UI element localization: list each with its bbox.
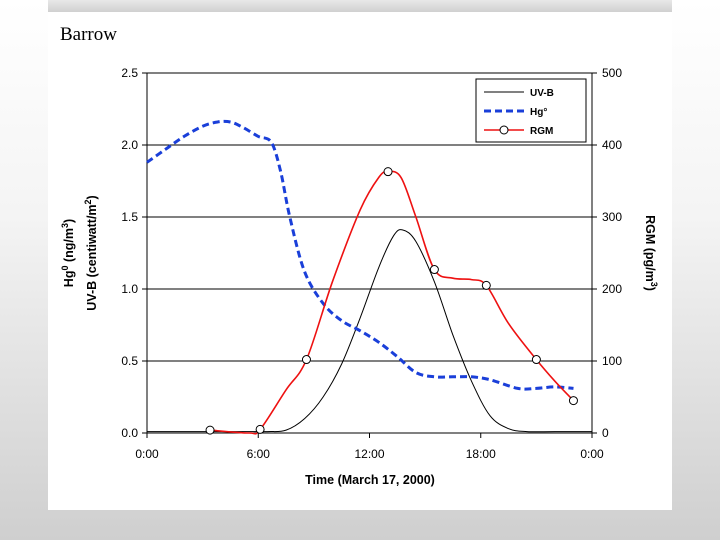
right-axis-ticks: 0 100 200 300 400 500 [592,66,622,440]
right-tick-label: 0 [602,426,609,440]
x-axis-ticks: 0:00 6:00 12:00 18:00 0:00 [135,433,604,461]
series-uvb-line [147,229,592,433]
x-tick-label: 12:00 [354,447,384,461]
left-axis-ticks: 0.0 0.5 1.0 1.5 2.0 2.5 [121,66,147,440]
rgm-data-point [429,265,439,275]
legend-label-uvb: UV-B [530,88,554,99]
left-tick-label: 0.0 [121,426,138,440]
left-axis-title-line1: Hg0 (ng/m3) [60,219,76,287]
slide-top-bar [48,0,672,12]
series-layer [146,119,592,435]
rgm-data-point [383,167,393,177]
right-tick-label: 400 [602,138,622,152]
rgm-data-point [481,280,491,290]
rgm-data-point [531,355,541,365]
series-rgm-line [209,170,575,435]
right-tick-label: 200 [602,282,622,296]
left-tick-label: 2.0 [121,138,138,152]
left-tick-label: 2.5 [121,66,138,80]
legend-label-rgm: RGM [530,126,553,137]
right-tick-label: 300 [602,210,622,224]
legend-label-hg: Hg° [530,107,547,118]
right-tick-label: 100 [602,354,622,368]
rgm-data-point [205,425,215,435]
legend-box [475,78,587,143]
series-hg-line [146,119,574,391]
left-tick-label: 1.5 [121,210,138,224]
slide-title: Barrow [60,24,117,45]
x-axis-title: Time (March 17, 2000) [305,473,435,487]
left-axis-title-line2: UV-B (centiwatt/m2) [83,195,99,310]
left-tick-label: 1.0 [121,282,138,296]
legend: UV-B Hg° RGM [475,78,587,143]
x-tick-label: 0:00 [135,447,159,461]
x-tick-label: 18:00 [466,447,496,461]
rgm-data-point [568,396,578,406]
x-tick-label: 6:00 [247,447,271,461]
grid-lines [147,144,592,362]
rgm-data-point [301,355,311,365]
x-tick-label: 0:00 [580,447,604,461]
legend-marker-rgm [499,125,509,135]
right-tick-label: 500 [602,66,622,80]
rgm-data-point [255,424,265,434]
left-tick-label: 0.5 [121,354,138,368]
right-axis-title: RGM (pg/m3) [643,215,659,291]
